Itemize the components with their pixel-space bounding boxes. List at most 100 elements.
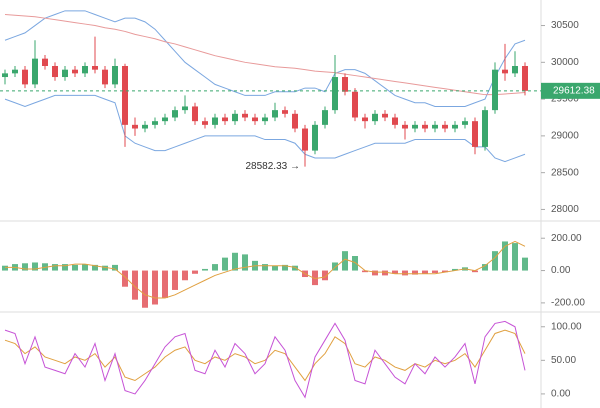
macd-bar xyxy=(442,270,448,273)
macd-bar xyxy=(342,251,348,271)
last-price-box xyxy=(541,82,600,99)
indicator-line xyxy=(4,14,526,96)
macd-bar xyxy=(492,251,498,271)
macd-bar xyxy=(52,264,58,271)
candle-body xyxy=(402,124,408,129)
candle-body xyxy=(32,58,38,85)
y-tick-label: 29500 xyxy=(551,94,579,105)
candle-body xyxy=(42,58,48,66)
candle-body xyxy=(502,69,508,74)
macd-bar xyxy=(72,264,78,271)
macd-bar xyxy=(512,243,518,271)
macd-bar xyxy=(312,270,318,286)
candle-body xyxy=(192,106,198,122)
candle-body xyxy=(182,106,188,111)
macd-bar xyxy=(92,264,98,271)
candle-body xyxy=(322,110,328,125)
candle-body xyxy=(422,124,428,129)
candle-body xyxy=(492,69,498,111)
indicator-line xyxy=(4,329,526,382)
indicator-line xyxy=(4,320,526,399)
candle-body xyxy=(522,65,528,91)
candle-body xyxy=(262,117,268,122)
candle-body xyxy=(372,113,378,122)
candle-body xyxy=(342,77,348,92)
candle-body xyxy=(302,128,308,151)
y-tick-label: 28000 xyxy=(551,204,579,215)
macd-bar xyxy=(152,270,158,305)
macd-bar xyxy=(432,270,438,273)
candle-body xyxy=(2,73,8,78)
candle-body xyxy=(82,65,88,74)
macd-bar xyxy=(142,270,148,308)
macd-bar xyxy=(332,262,338,271)
candle-body xyxy=(512,65,518,74)
macd-bar xyxy=(182,270,188,281)
macd-bar xyxy=(132,270,138,300)
indicator-line xyxy=(4,94,526,163)
macd-bar xyxy=(522,257,528,271)
candle-body xyxy=(72,69,78,74)
macd-bar xyxy=(82,264,88,271)
candle-body xyxy=(242,113,248,118)
candle-body xyxy=(292,113,298,129)
candle-body xyxy=(172,110,178,118)
candle-body xyxy=(92,65,98,70)
candle-body xyxy=(272,110,278,118)
candle-body xyxy=(352,91,358,118)
macd-bar xyxy=(372,270,378,276)
macd-bar xyxy=(62,264,68,271)
low-annotation: 28582.33 → xyxy=(246,161,301,172)
candle-body xyxy=(282,110,288,114)
candle-body xyxy=(392,117,398,125)
last-price-label: 29612.38 xyxy=(553,85,595,96)
macd-bar xyxy=(352,256,358,271)
macd-bar xyxy=(22,263,28,271)
macd-bar xyxy=(242,254,248,271)
y-tick-label: 29000 xyxy=(551,131,579,142)
y-tick-label: 50.00 xyxy=(551,355,576,366)
macd-bar xyxy=(502,241,508,271)
macd-bar xyxy=(382,270,388,276)
indicator-line xyxy=(5,240,526,299)
candle-body xyxy=(62,69,68,78)
macd-bar xyxy=(122,270,128,287)
macd-bar xyxy=(412,270,418,275)
macd-bar xyxy=(102,265,108,271)
candle-body xyxy=(432,124,438,129)
macd-bar xyxy=(2,265,8,271)
y-tick-label: 30500 xyxy=(551,20,579,31)
macd-bar xyxy=(162,270,168,299)
candle-body xyxy=(12,69,18,74)
macd-bar xyxy=(172,270,178,290)
candle-body xyxy=(52,65,58,78)
y-tick-label: 0.00 xyxy=(551,265,571,276)
candle-body xyxy=(142,124,148,129)
candle-body xyxy=(222,117,228,122)
y-tick-label: 200.00 xyxy=(551,233,582,244)
candle-body xyxy=(442,124,448,129)
macd-bar xyxy=(112,264,118,271)
macd-bar xyxy=(202,268,208,271)
candle-body xyxy=(232,113,238,122)
candle-body xyxy=(362,117,368,122)
y-tick-label: 0.00 xyxy=(551,389,571,400)
candle-body xyxy=(382,113,388,118)
candle-body xyxy=(472,121,478,147)
candle-body xyxy=(102,69,108,85)
macd-bar xyxy=(262,264,268,271)
macd-bar xyxy=(192,270,198,274)
y-tick-label: 28500 xyxy=(551,167,579,178)
macd-bar xyxy=(292,265,298,271)
candle-body xyxy=(332,77,338,111)
candle-body xyxy=(202,121,208,125)
macd-bar xyxy=(452,268,458,271)
candle-body xyxy=(252,117,258,122)
candle-body xyxy=(212,117,218,125)
macd-bar xyxy=(392,270,398,274)
y-tick-label: 30000 xyxy=(551,57,579,68)
macd-bar xyxy=(272,265,278,271)
macd-bar xyxy=(482,264,488,271)
